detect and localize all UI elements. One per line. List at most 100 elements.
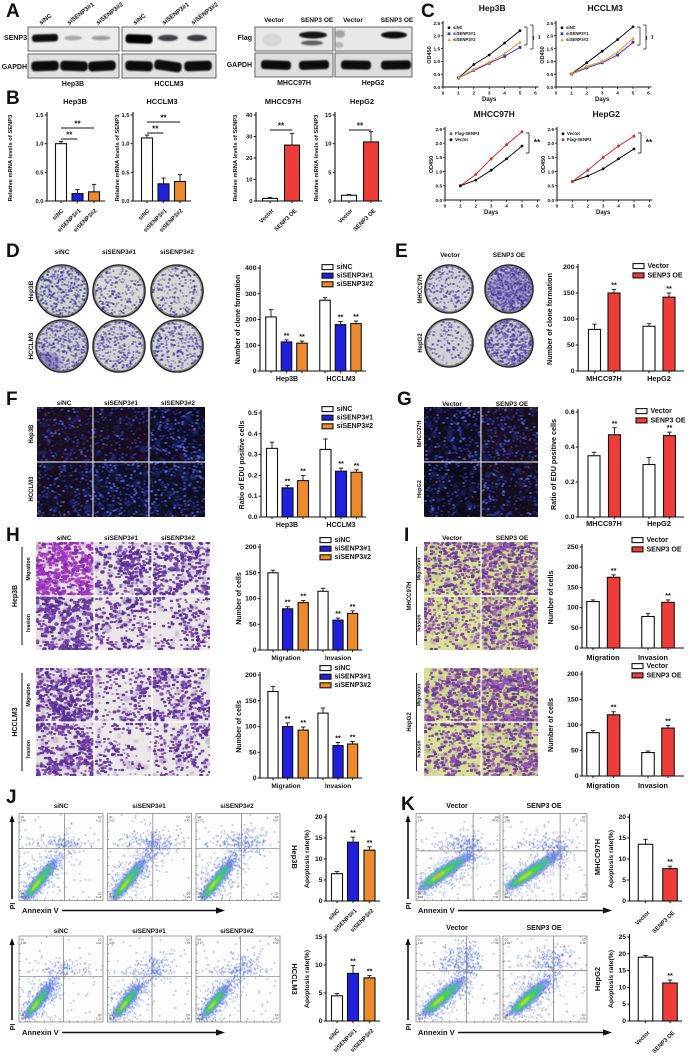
svg-text:PI: PI [10, 903, 17, 910]
svg-text:**: ** [535, 35, 541, 39]
svg-text:siSENP3#2: siSENP3#2 [337, 423, 374, 430]
svg-text:Q4: Q4 [505, 892, 509, 896]
svg-text:siNC: siNC [57, 535, 72, 542]
svg-text:0: 0 [622, 898, 626, 905]
svg-text:SENP3 OE: SENP3 OE [526, 925, 561, 932]
svg-text:MHCC97H: MHCC97H [407, 581, 413, 610]
svg-text:0.1: 0.1 [248, 493, 258, 500]
svg-text:Q2: Q2 [495, 938, 499, 942]
svg-text:150: 150 [245, 570, 257, 577]
svg-text:Q1: Q1 [505, 938, 509, 942]
svg-text:0.2: 0.2 [248, 472, 258, 479]
svg-text:300: 300 [245, 291, 257, 298]
svg-text:Vector: Vector [440, 252, 460, 259]
svg-text:Hep3B: Hep3B [290, 845, 299, 869]
svg-text:**: ** [611, 703, 617, 712]
svg-text:**: ** [353, 312, 359, 321]
svg-text:50: 50 [249, 621, 257, 628]
svg-text:0.3: 0.3 [248, 452, 258, 459]
svg-text:A: A [6, 1, 20, 22]
svg-text:9.07: 9.07 [273, 819, 279, 823]
svg-text:Flag: Flag [238, 35, 252, 42]
svg-text:HepG2: HepG2 [647, 374, 671, 383]
svg-text:Q2: Q2 [495, 815, 499, 819]
svg-text:0: 0 [571, 368, 575, 375]
svg-text:5: 5 [622, 877, 626, 884]
svg-text:10: 10 [246, 178, 252, 184]
svg-text:HCCLM3: HCCLM3 [28, 332, 35, 359]
svg-text:6: 6 [648, 204, 651, 210]
svg-text:Q3: Q3 [275, 892, 279, 896]
svg-text:**: ** [350, 957, 356, 966]
svg-text:siSENP3#1: siSENP3#1 [453, 31, 476, 36]
svg-text:siNC: siNC [54, 803, 69, 810]
svg-text:1.5: 1.5 [547, 46, 554, 52]
svg-text:Hep3B: Hep3B [28, 280, 35, 301]
svg-text:Migration: Migration [417, 684, 423, 707]
svg-text:10: 10 [315, 856, 323, 863]
svg-text:2.5: 2.5 [436, 127, 443, 133]
svg-text:0.6: 0.6 [565, 409, 575, 416]
svg-text:Migration: Migration [586, 781, 620, 790]
svg-text:**: ** [646, 137, 653, 147]
svg-text:Number of clone formation: Number of clone formation [545, 273, 554, 365]
svg-text:Annexin V: Annexin V [22, 906, 59, 915]
svg-text:5: 5 [632, 91, 635, 97]
svg-text:3: 3 [602, 204, 605, 210]
svg-text:Hep3B: Hep3B [276, 376, 298, 383]
svg-text:siSENP3#2: siSENP3#2 [335, 554, 372, 561]
svg-text:Q1: Q1 [21, 938, 25, 942]
svg-text:G: G [397, 389, 412, 410]
svg-text:Apoptosis rate(%): Apoptosis rate(%) [304, 950, 311, 1008]
svg-text:Number of clone formation: Number of clone formation [235, 275, 242, 364]
svg-text:25: 25 [618, 934, 626, 941]
svg-text:0: 0 [328, 199, 331, 205]
svg-text:Days: Days [484, 210, 499, 216]
svg-text:siSENP3#2: siSENP3#2 [220, 803, 254, 810]
svg-text:4.82: 4.82 [580, 895, 586, 899]
svg-text:15: 15 [315, 934, 323, 941]
svg-text:150: 150 [563, 290, 575, 297]
svg-text:200: 200 [245, 317, 257, 324]
svg-text:50: 50 [567, 342, 575, 349]
svg-text:82.9: 82.9 [198, 895, 204, 899]
svg-text:HCCLM3: HCCLM3 [154, 81, 183, 88]
svg-text:81.5: 81.5 [109, 895, 115, 899]
svg-text:3.09: 3.09 [21, 941, 27, 945]
svg-text:HCCLM3: HCCLM3 [326, 376, 355, 383]
svg-text:0: 0 [575, 645, 579, 652]
svg-text:Apoptosis rate(%): Apoptosis rate(%) [304, 830, 311, 888]
svg-text:150: 150 [245, 698, 257, 705]
svg-text:0.0: 0.0 [547, 85, 554, 91]
svg-text:200: 200 [567, 671, 579, 678]
svg-text:Annexin V: Annexin V [22, 1028, 59, 1037]
svg-text:3.60: 3.60 [21, 819, 27, 823]
svg-text:7.29: 7.29 [185, 895, 191, 899]
svg-text:siSENP3#1: siSENP3#1 [104, 535, 138, 542]
svg-text:MHCC97H: MHCC97H [418, 274, 424, 303]
svg-text:6.40: 6.40 [493, 819, 499, 823]
svg-text:OD450: OD450 [540, 46, 546, 63]
svg-text:**: ** [338, 459, 344, 468]
svg-text:Number of cells: Number of cells [236, 700, 243, 753]
svg-text:1.0: 1.0 [548, 169, 555, 175]
svg-text:**: ** [350, 828, 356, 837]
svg-text:siSENP3#2: siSENP3#2 [335, 682, 372, 689]
svg-text:SENP3 OE: SENP3 OE [301, 17, 334, 24]
svg-text:HepG2: HepG2 [418, 333, 424, 353]
svg-text:10: 10 [618, 984, 626, 991]
svg-text:Ratio of EDU positive cells: Ratio of EDU positive cells [549, 419, 558, 510]
svg-text:4: 4 [503, 91, 506, 97]
svg-text:siSENP3#2: siSENP3#2 [220, 928, 254, 935]
svg-text:0.0: 0.0 [121, 199, 129, 205]
svg-text:Q3: Q3 [275, 1013, 279, 1017]
svg-text:3.03: 3.03 [109, 819, 115, 823]
svg-text:siSENP3#1: siSENP3#1 [104, 400, 138, 407]
svg-text:10.9: 10.9 [493, 1017, 499, 1021]
svg-text:79.9: 79.9 [418, 1017, 424, 1021]
svg-text:Ratio of EDU positive cells: Ratio of EDU positive cells [239, 421, 246, 510]
svg-text:1.0: 1.0 [436, 169, 443, 175]
svg-text:SENP3 OE: SENP3 OE [381, 17, 414, 24]
svg-text:Vector: Vector [651, 408, 673, 415]
svg-text:HepG2: HepG2 [593, 967, 602, 991]
